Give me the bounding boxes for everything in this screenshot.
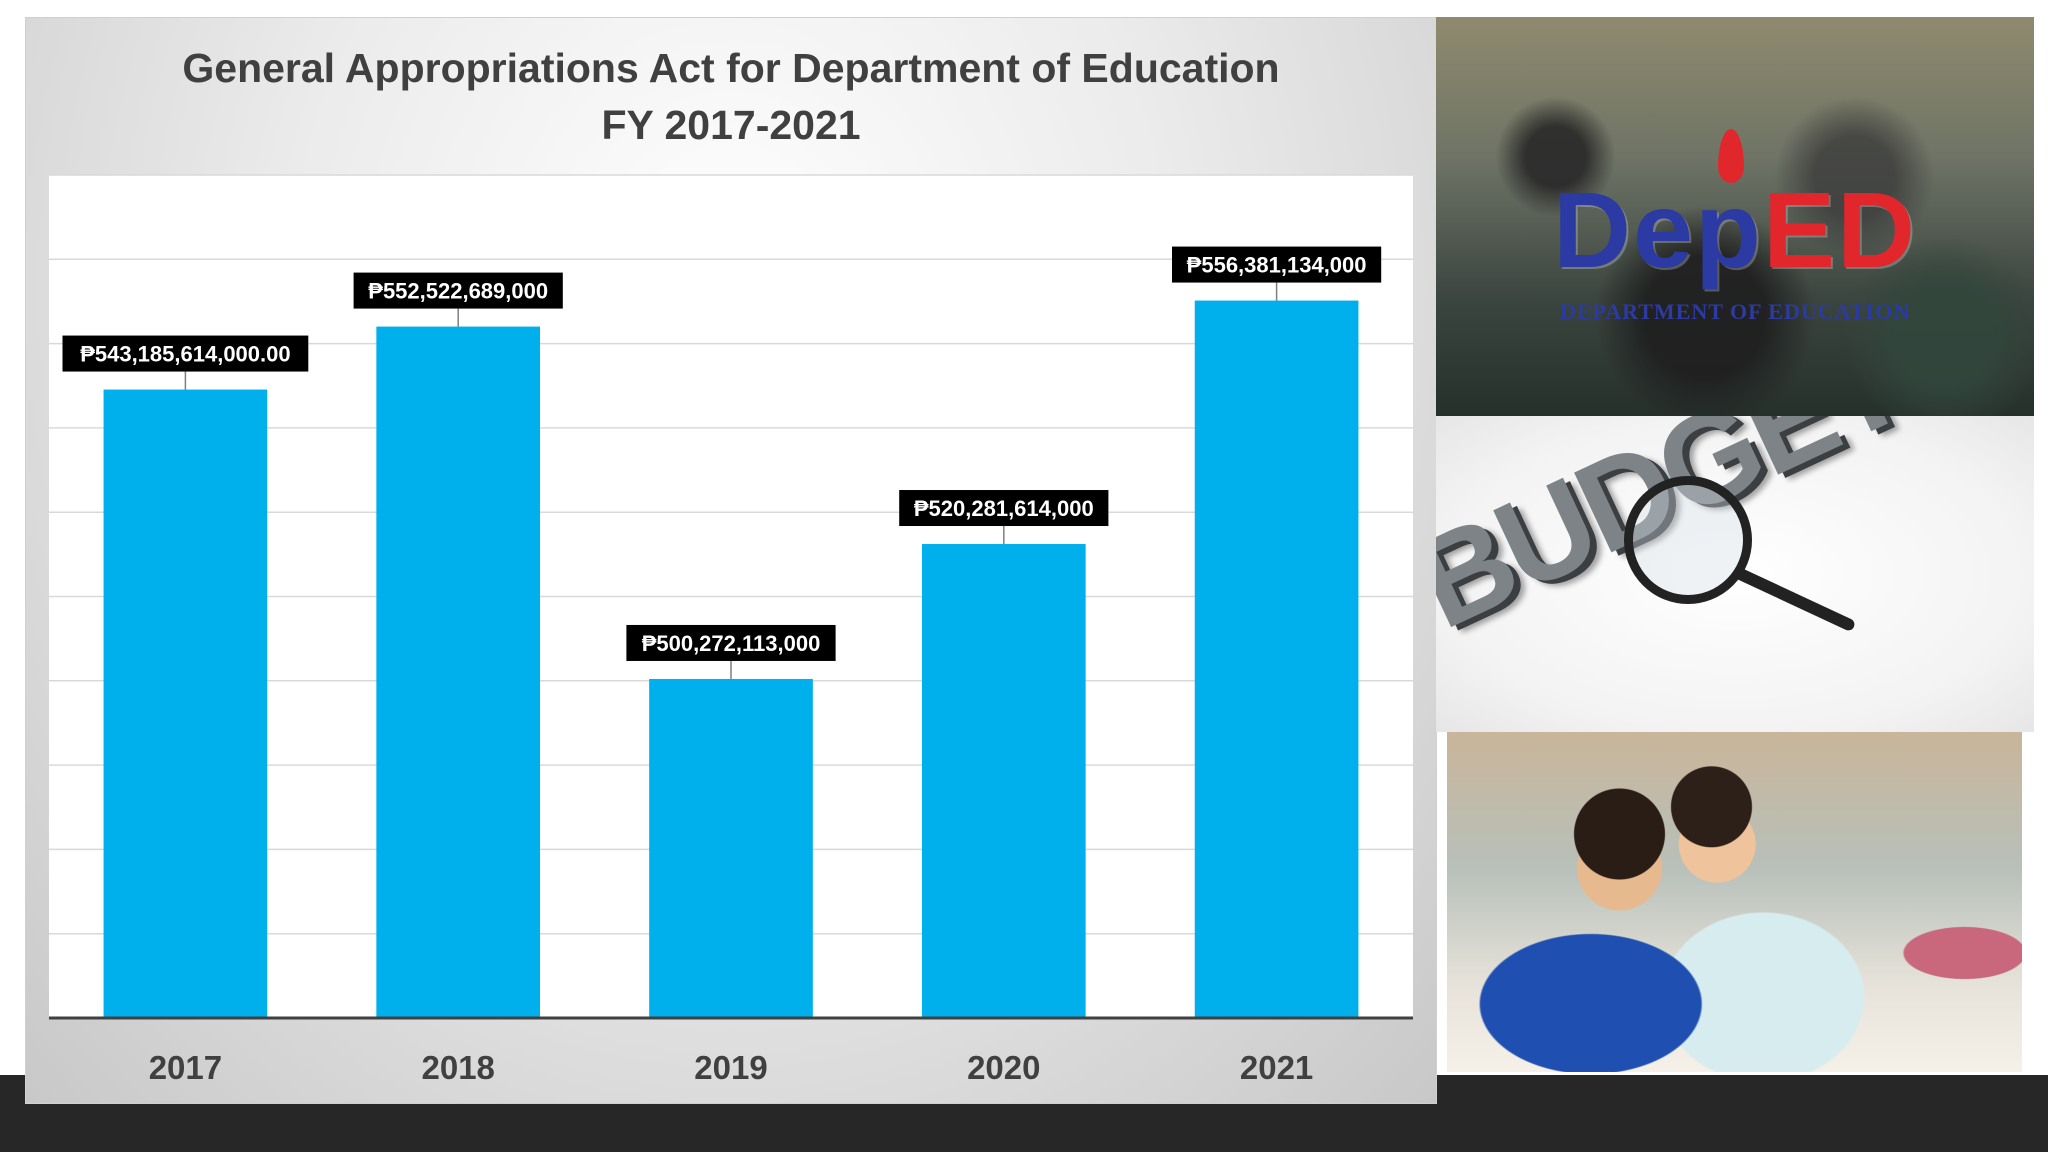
- data-label: ₱556,381,134,000: [1187, 253, 1367, 278]
- torch-flame-icon: [1718, 129, 1744, 183]
- data-label: ₱543,185,614,000.00: [80, 342, 290, 367]
- bar-2018: [376, 326, 541, 1018]
- x-tick-label: 2018: [421, 1049, 494, 1086]
- students-reading-photo: [1447, 732, 2022, 1072]
- bar-2020: [921, 544, 1086, 1018]
- data-label-box: [62, 335, 309, 372]
- chart-subtitle-line: FY 2017-2021: [601, 102, 861, 148]
- deped-logo-subtitle: DEPARTMENT OF EDUCATION: [1559, 299, 1911, 324]
- x-tick-label: 2017: [149, 1049, 222, 1086]
- chart-title: General Appropriations Act for Departmen…: [26, 40, 1436, 154]
- bar-2017: [103, 389, 268, 1018]
- data-label: ₱500,272,113,000: [642, 631, 821, 656]
- bar-chart: ₱543,185,614,000.00 2017 ₱552,522,689,000 2…: [49, 174, 1413, 1086]
- chart-title-line: General Appropriations Act for Departmen…: [182, 45, 1280, 91]
- data-label-box: [1172, 246, 1382, 283]
- bar-2021: [1194, 300, 1359, 1018]
- magnifier-lens-icon: [1624, 476, 1752, 604]
- bar-2019: [649, 678, 813, 1018]
- budget-magnifier-image: BUDGET: [1436, 416, 2034, 732]
- x-tick-label: 2020: [967, 1049, 1040, 1086]
- data-label: ₱552,522,689,000: [368, 279, 548, 304]
- data-label: ₱520,281,614,000: [914, 496, 1094, 521]
- deped-classroom-photo: DepED DEPARTMENT OF EDUCATION: [1436, 17, 2034, 416]
- data-label-box: [626, 624, 836, 661]
- magnifier-handle-icon: [1733, 566, 1857, 633]
- x-tick-label: 2021: [1240, 1049, 1313, 1086]
- data-label-box: [899, 490, 1109, 527]
- x-tick-label: 2019: [694, 1049, 767, 1086]
- deped-logo: DepED: [1552, 169, 1918, 290]
- data-label-box: [353, 272, 563, 309]
- chart-panel: General Appropriations Act for Departmen…: [25, 17, 1437, 1104]
